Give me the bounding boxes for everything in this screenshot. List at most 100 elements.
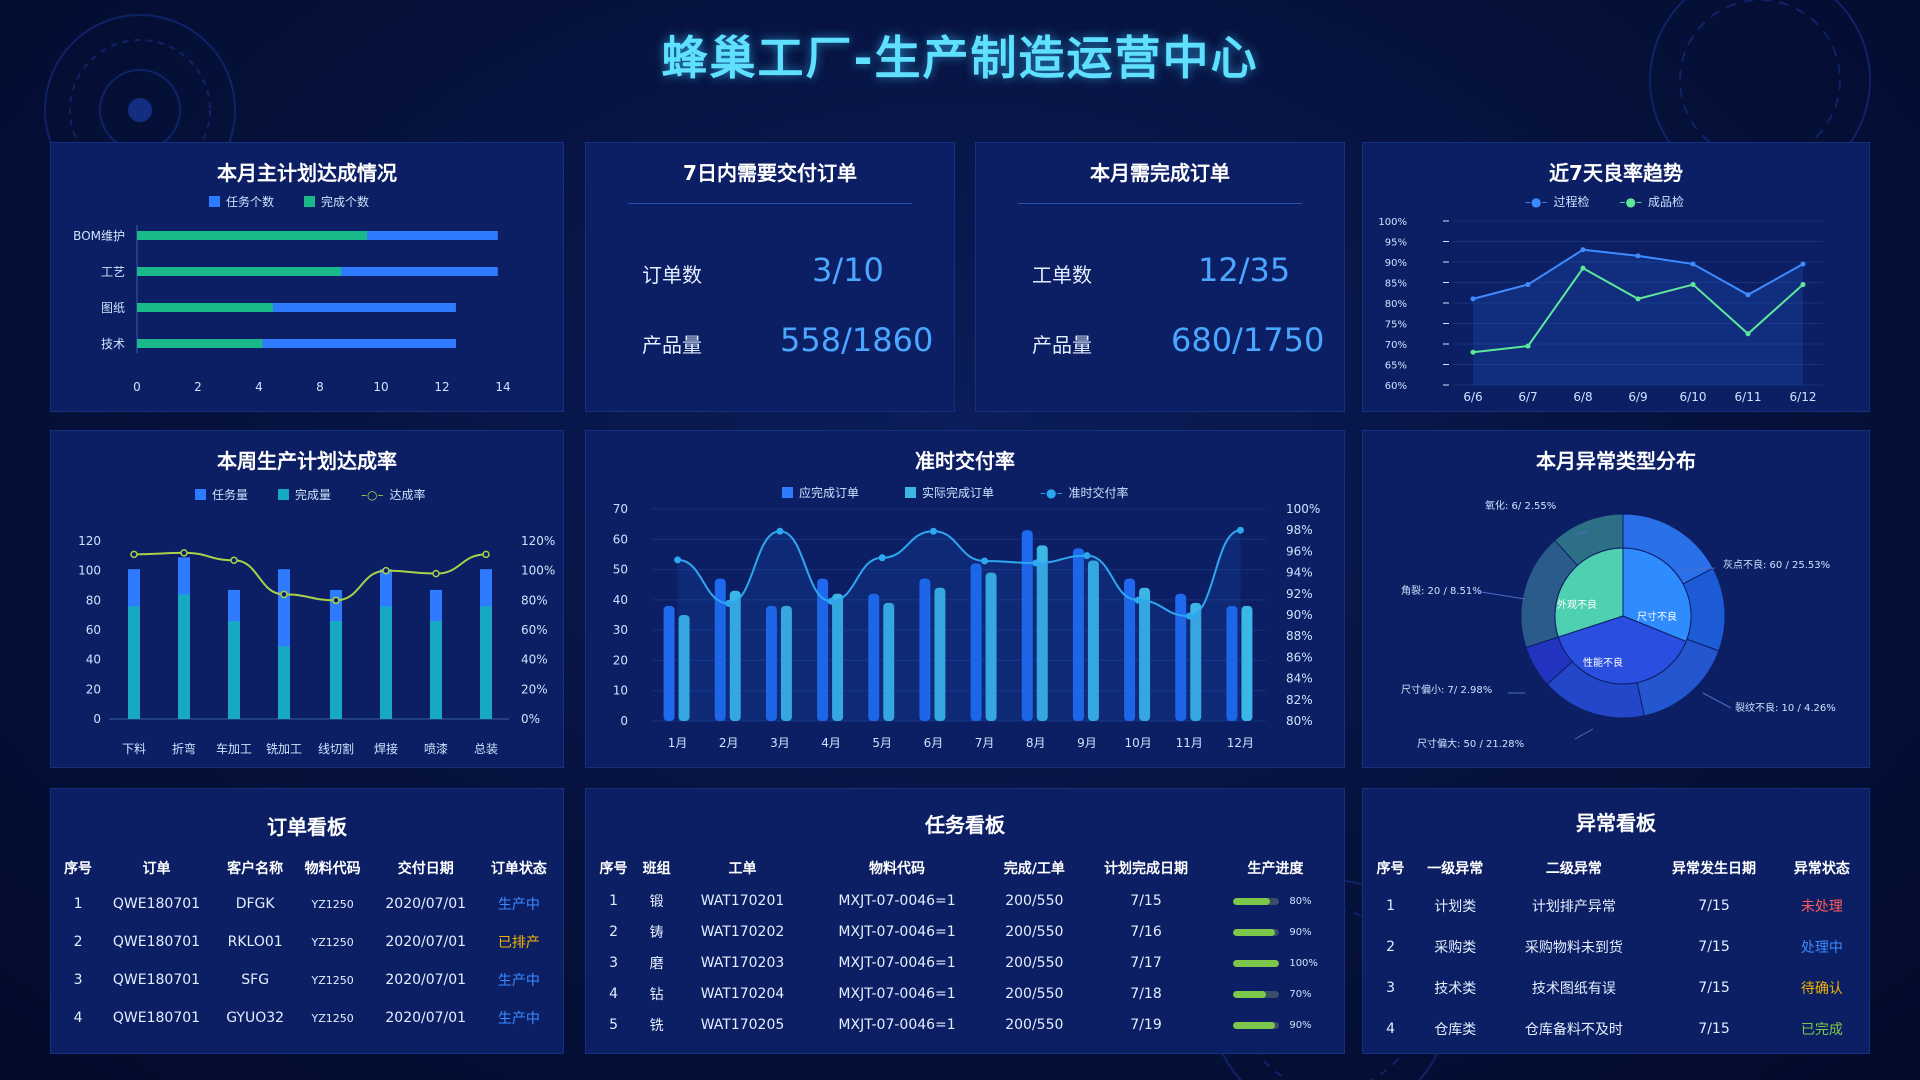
x-tick-label: 3月 bbox=[770, 736, 790, 750]
pie-inner-label: 尺寸不良 bbox=[1637, 610, 1677, 623]
y2-tick-label: 80% bbox=[1286, 714, 1313, 728]
table-row[interactable]: 4 钻 WAT170204 MXJT-07-0046=1 200/550 7/18 70% bbox=[592, 978, 1340, 1009]
legend-label: 任务量 bbox=[212, 488, 249, 502]
status-badge: 生产中 bbox=[497, 897, 540, 913]
table-cell: 200/550 bbox=[1005, 923, 1064, 940]
table-cell: DFGK bbox=[235, 896, 275, 912]
bar-done bbox=[137, 231, 368, 240]
rate-point bbox=[482, 550, 490, 559]
table-cell: 200/550 bbox=[1005, 1016, 1064, 1033]
progress-cell: 90% bbox=[1211, 916, 1340, 947]
table-row[interactable]: 3 磨 WAT170203 MXJT-07-0046=1 200/550 7/17 100% bbox=[592, 947, 1340, 978]
table-cell: 7/15 bbox=[1698, 938, 1730, 955]
table-row[interactable]: 1 QWE180701 DFGK YZ1250 2020/07/01 生产中 bbox=[59, 885, 557, 923]
panel-task-board: 任务看板 序号 班组 工单 物料代码 完成/工单 计划完成日期 生产进度 1 锻 WAT1702… bbox=[585, 788, 1345, 1054]
rate-point bbox=[230, 556, 238, 565]
legend-label: 完成个数 bbox=[321, 195, 370, 209]
bar-planned bbox=[919, 578, 931, 721]
table-row[interactable]: 1 计划类 计划排产异常 7/15 未处理 bbox=[1369, 885, 1865, 926]
bar-task bbox=[137, 339, 456, 348]
y2-tick-label: 120% bbox=[521, 534, 555, 548]
panel-title: 近7天良率趋势 bbox=[1549, 161, 1683, 185]
legend-item: 任务个数 bbox=[209, 193, 274, 210]
rate-point bbox=[776, 527, 784, 535]
rate-point bbox=[1083, 552, 1091, 560]
rate-point bbox=[981, 557, 989, 565]
table-cell: MXJT-07-0046=1 bbox=[838, 985, 956, 1002]
pie-slice-label: 裂纹不良: 10 / 4.26% bbox=[1735, 701, 1836, 714]
panel-delivery-7days: 7日内需要交付订单 订单数 3/10 产品量 558/1860 bbox=[585, 142, 955, 412]
y-tick-label: 0 bbox=[620, 714, 628, 728]
table-row[interactable]: 3 技术类 技术图纸有误 7/15 待确认 bbox=[1369, 967, 1865, 1008]
progress-fill bbox=[1233, 959, 1280, 967]
table-cell: WAT170203 bbox=[700, 954, 785, 971]
bar-planned bbox=[1124, 578, 1136, 721]
table-row[interactable]: 2 QWE180701 RKLO01 YZ1250 2020/07/01 已排产 bbox=[59, 923, 557, 961]
table-row[interactable]: 5 铣 WAT170205 MXJT-07-0046=1 200/550 7/19 90% bbox=[592, 1009, 1340, 1040]
bar-planned bbox=[765, 605, 777, 721]
kpi-value: 3/10 bbox=[812, 251, 884, 289]
x-tick-label: 7月 bbox=[975, 736, 995, 750]
status-badge: 生产中 bbox=[497, 1011, 540, 1027]
column-header: 班组 bbox=[642, 861, 671, 877]
bar-planned bbox=[1021, 530, 1033, 721]
progress-bar: 70% bbox=[1233, 989, 1317, 1000]
table-cell: 7/18 bbox=[1130, 985, 1162, 1002]
table-row[interactable]: 2 铸 WAT170202 MXJT-07-0046=1 200/550 7/16 90% bbox=[592, 916, 1340, 947]
table-cell: 2020/07/01 bbox=[385, 896, 467, 912]
table-cell: 4 bbox=[73, 1010, 83, 1026]
chart-legend: 任务个数 完成个数 bbox=[209, 193, 369, 210]
x-tick-label: 4 bbox=[255, 380, 263, 394]
bar-actual bbox=[1190, 602, 1202, 721]
table-row[interactable]: 2 采购类 采购物料未到货 7/15 处理中 bbox=[1369, 926, 1865, 967]
table-cell: 5 bbox=[609, 1016, 618, 1033]
pie-leader-line bbox=[1677, 567, 1716, 572]
table-row[interactable]: 3 QWE180701 SFG YZ1250 2020/07/01 生产中 bbox=[59, 961, 557, 999]
rate-area bbox=[677, 530, 1241, 721]
y-tick-label: 10 bbox=[613, 684, 628, 698]
column-header: 序号 bbox=[599, 861, 628, 877]
y-tick-label: 80 bbox=[86, 593, 101, 607]
order-table: 序号 订单 客户名称 物料代码 交付日期 订单状态 1 QWE180701 DFGK YZ125… bbox=[59, 851, 557, 1037]
table-cell: WAT170201 bbox=[700, 892, 785, 909]
table-row[interactable]: 1 锻 WAT170201 MXJT-07-0046=1 200/550 7/15 80% bbox=[592, 885, 1340, 916]
rate-point bbox=[878, 554, 886, 562]
bar-planned bbox=[817, 578, 829, 721]
panel-anomaly-board: 异常看板 序号 一级异常 二级异常 异常发生日期 异常状态 1 计划类 计划排产异常 7/15… bbox=[1362, 788, 1870, 1054]
panel-title: 本月主计划达成情况 bbox=[217, 161, 397, 185]
panel-title: 本月异常类型分布 bbox=[1536, 449, 1696, 473]
progress-cell: 90% bbox=[1211, 1009, 1340, 1040]
kpi-label: 产品量 bbox=[1032, 333, 1092, 357]
table-row[interactable]: 4 QWE180701 GYUO32 YZ1250 2020/07/01 生产中 bbox=[59, 999, 557, 1037]
pie-leader-line bbox=[1474, 590, 1526, 600]
y-tick-label: 75% bbox=[1385, 320, 1407, 331]
y-tick-label: 100 bbox=[78, 564, 101, 578]
ontime-delivery-chart: 70 60 50 40 30 20 10 0 100% 98% 96% 94% 92% 90% 88% 86%… bbox=[613, 502, 1321, 750]
y-tick-label: 40 bbox=[86, 653, 101, 667]
progress-cell: 80% bbox=[1211, 885, 1340, 916]
y-tick-label: 60% bbox=[1385, 381, 1407, 392]
legend-label: 成品检 bbox=[1647, 195, 1684, 209]
bar-actual bbox=[985, 572, 997, 721]
column-header: 订单 bbox=[142, 861, 171, 877]
progress-percent: 100% bbox=[1289, 957, 1318, 969]
rate-point bbox=[130, 550, 138, 559]
table-cell: YZ1250 bbox=[311, 1011, 354, 1025]
y-tick-label: 工艺 bbox=[101, 265, 125, 279]
legend-label: 达成率 bbox=[389, 488, 426, 502]
x-tick-label: 焊接 bbox=[374, 741, 398, 756]
divider bbox=[1018, 203, 1302, 204]
y2-tick-label: 20% bbox=[521, 682, 548, 696]
table-row[interactable]: 4 仓库类 仓库备料不及时 7/15 已完成 bbox=[1369, 1008, 1865, 1049]
progress-track bbox=[1233, 959, 1280, 967]
table-cell: 铣 bbox=[649, 1017, 664, 1034]
x-tick-label: 6/7 bbox=[1518, 390, 1537, 404]
x-tick-label: 14 bbox=[495, 380, 510, 394]
table-cell: 200/550 bbox=[1005, 985, 1064, 1002]
table-cell: 1 bbox=[1386, 897, 1396, 914]
x-tick-label: 9月 bbox=[1077, 736, 1097, 750]
y2-tick-label: 40% bbox=[521, 653, 548, 667]
table-cell: WAT170202 bbox=[700, 923, 785, 940]
panel-title: 订单看板 bbox=[267, 815, 347, 839]
rate-line bbox=[677, 529, 1241, 618]
